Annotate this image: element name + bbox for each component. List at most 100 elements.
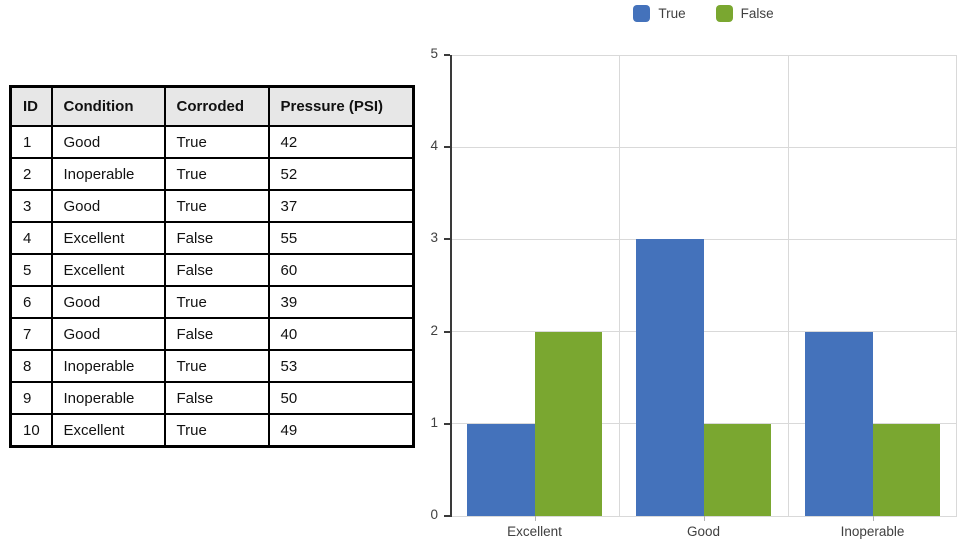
table-header-cell: Corroded	[163, 85, 270, 127]
x-category-tick	[872, 516, 874, 521]
table-cell: Inoperable	[50, 349, 166, 383]
table-cell: Excellent	[50, 221, 166, 255]
legend-item-false: False	[715, 5, 774, 22]
table-cell: False	[163, 221, 270, 255]
table-cell: 3	[9, 189, 53, 223]
x-category-tick	[703, 516, 705, 521]
table-row: 7 Good False 40	[9, 317, 415, 351]
table-row: 5 Excellent False 60	[9, 253, 415, 287]
bar-false-good	[703, 423, 771, 516]
table-cell: False	[163, 317, 270, 351]
table-cell: Good	[50, 189, 166, 223]
chart-plot: 0 1 2 3 4 5 Excellent Good Inoperable	[430, 46, 957, 539]
y-tick-2	[444, 330, 450, 333]
y-tick-3	[444, 238, 450, 241]
table-header-row: ID Condition Corroded Pressure (PSI)	[9, 85, 415, 127]
table-cell: 37	[267, 189, 415, 223]
y-tick-4	[444, 146, 450, 149]
data-table: ID Condition Corroded Pressure (PSI) 1 Good T…	[9, 85, 415, 448]
bar-false-inoperable	[872, 423, 940, 516]
table-cell: Excellent	[50, 413, 166, 448]
table-cell: Inoperable	[50, 157, 166, 191]
table-cell: True	[163, 349, 270, 383]
y-tick-label: 1	[430, 414, 438, 430]
table-row: 9 Inoperable False 50	[9, 381, 415, 415]
chart-legend: True False	[450, 5, 957, 22]
y-tick-0	[444, 515, 450, 517]
table-cell: 9	[9, 381, 53, 415]
x-category-label: Excellent	[507, 524, 562, 539]
y-tick-label: 3	[430, 230, 438, 246]
table-row: 6 Good True 39	[9, 285, 415, 319]
table-cell: 8	[9, 349, 53, 383]
table-cell: Good	[50, 317, 166, 351]
table-cell: 6	[9, 285, 53, 319]
x-category-label: Inoperable	[840, 524, 905, 539]
table-cell: False	[163, 253, 270, 287]
table-cell: 7	[9, 317, 53, 351]
table-header-cell: ID	[9, 85, 53, 127]
table-row: 3 Good True 37	[9, 189, 415, 223]
bar-true-good	[636, 239, 704, 516]
table-header: ID Condition Corroded Pressure (PSI)	[9, 85, 415, 127]
table-cell: True	[163, 157, 270, 191]
table-cell: 42	[267, 125, 415, 159]
table-row: 10 Excellent True 49	[9, 413, 415, 448]
bar-false-excellent	[534, 331, 602, 516]
table-cell: True	[163, 285, 270, 319]
table-cell: 60	[267, 253, 415, 287]
bar-true-inoperable	[805, 331, 873, 516]
gridline-y-2	[450, 331, 957, 333]
legend-swatch-false	[715, 5, 733, 22]
y-tick-label: 5	[430, 46, 438, 61]
gridline-y-3	[450, 238, 957, 240]
gridline-x-3	[956, 55, 957, 516]
table-cell: Excellent	[50, 253, 166, 287]
y-tick-label: 2	[430, 322, 438, 338]
table-cell: 40	[267, 317, 415, 351]
table-cell: 39	[267, 285, 415, 319]
table-row: 1 Good True 42	[9, 125, 415, 159]
table-cell: 50	[267, 381, 415, 415]
table-cell: Good	[50, 285, 166, 319]
table-cell: 2	[9, 157, 53, 191]
gridline-y-5	[450, 54, 957, 56]
x-category-tick	[534, 516, 536, 521]
table-row: 4 Excellent False 55	[9, 221, 415, 255]
y-axis-line	[450, 55, 452, 517]
table-cell: True	[163, 413, 270, 448]
table-header-cell: Condition	[50, 85, 166, 127]
legend-item-true: True	[633, 5, 686, 22]
table-cell: 10	[9, 413, 53, 448]
gridline-x-1	[618, 55, 620, 516]
table-cell: 53	[267, 349, 415, 383]
table-cell: 52	[267, 157, 415, 191]
y-tick-5	[444, 54, 450, 56]
table-cell: True	[163, 189, 270, 223]
legend-label: True	[658, 6, 686, 21]
table-cell: 55	[267, 221, 415, 255]
y-tick-1	[444, 422, 450, 425]
table-cell: True	[163, 125, 270, 159]
table-cell: Inoperable	[50, 381, 166, 415]
y-tick-label: 0	[430, 507, 438, 522]
table-row: 2 Inoperable True 52	[9, 157, 415, 191]
table-body: 1 Good True 42 2 Inoperable True 52 3 Good True 37 4…	[9, 125, 415, 448]
table-cell: 5	[9, 253, 53, 287]
gridline-y-4	[450, 146, 957, 148]
legend-label: False	[740, 6, 774, 21]
legend-swatch-true	[633, 5, 651, 22]
gridline-y-1	[450, 423, 957, 425]
table-row: 8 Inoperable True 53	[9, 349, 415, 383]
table-cell: 1	[9, 125, 53, 159]
table-cell: 49	[267, 413, 415, 448]
bar-true-excellent	[467, 423, 535, 516]
table-cell: False	[163, 381, 270, 415]
y-tick-label: 4	[430, 138, 438, 154]
gridline-x-2	[787, 55, 789, 516]
table-cell: 4	[9, 221, 53, 255]
table-header-cell: Pressure (PSI)	[267, 85, 415, 127]
x-category-label: Good	[686, 524, 721, 539]
table-cell: Good	[50, 125, 166, 159]
